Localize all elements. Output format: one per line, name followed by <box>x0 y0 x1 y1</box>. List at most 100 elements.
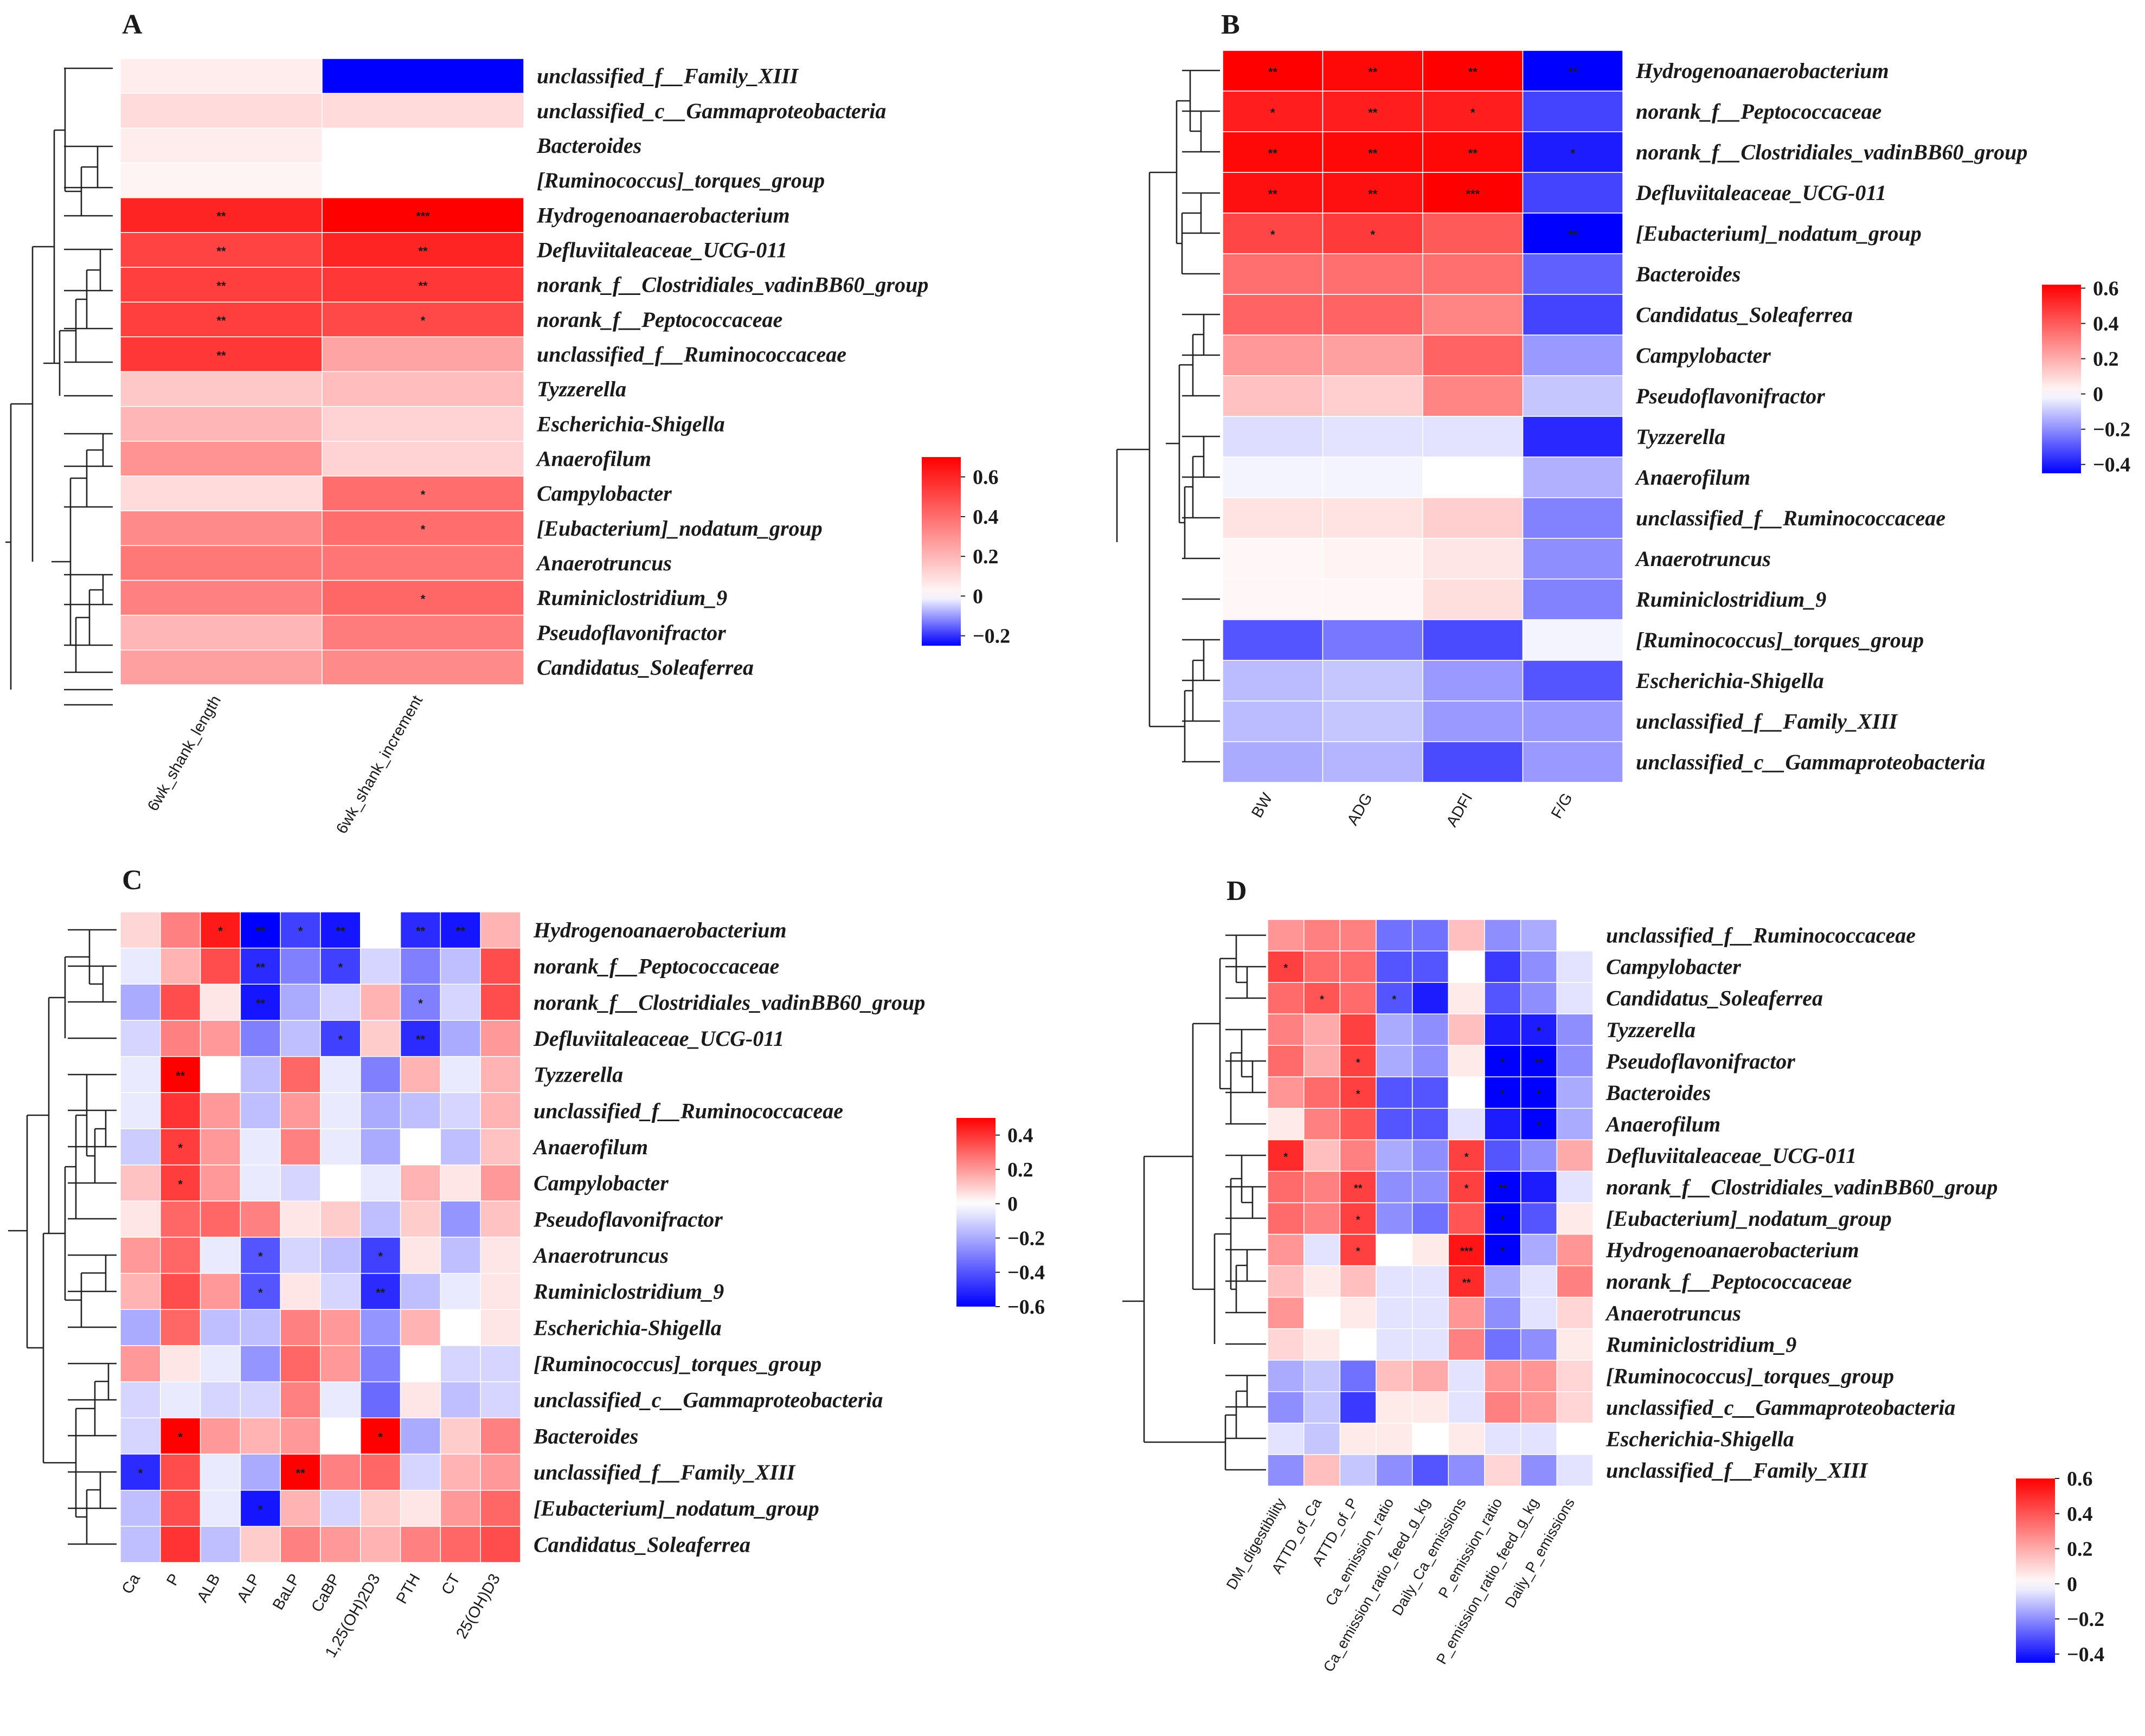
row-label: Candidatus_Soleaferrea <box>1606 986 1823 1011</box>
heatmap-cell <box>1520 1265 1558 1298</box>
heatmap-cell <box>400 1020 441 1057</box>
heatmap-cell <box>320 1454 361 1491</box>
heatmap-cell <box>1556 950 1594 983</box>
heatmap-cell <box>1303 982 1341 1014</box>
significance-mark: * <box>338 1033 343 1046</box>
significance-mark: ** <box>1268 65 1278 79</box>
heatmap-cell <box>160 1056 201 1094</box>
heatmap-cell <box>1376 1108 1413 1141</box>
row-label: Pseudoflavonifractor <box>533 1207 723 1231</box>
heatmap-cell <box>1522 538 1623 580</box>
heatmap-cell <box>480 1345 521 1383</box>
heatmap-cell <box>1448 1202 1485 1235</box>
heatmap-cell <box>120 93 323 129</box>
heatmap-cell <box>1484 919 1521 951</box>
heatmap-cell <box>480 1092 521 1129</box>
significance-mark: * <box>418 997 423 1011</box>
heatmap-cell <box>160 1345 201 1383</box>
heatmap-cell <box>1484 1045 1521 1078</box>
heatmap-cell <box>322 580 524 616</box>
heatmap-cell <box>120 650 323 685</box>
significance-mark: * <box>1356 1214 1360 1226</box>
significance-mark: ** <box>1354 1183 1363 1195</box>
heatmap-cell <box>1556 1045 1594 1078</box>
heatmap-cell <box>1556 1454 1594 1487</box>
row-label: Anaerofilum <box>1604 1112 1720 1136</box>
significance-mark: * <box>178 1178 183 1191</box>
significance-mark: * <box>1371 228 1376 241</box>
heatmap-cell <box>1484 1108 1521 1141</box>
significance-mark: ** <box>1568 228 1578 241</box>
heatmap-cell <box>480 1128 521 1166</box>
heatmap-cell <box>1520 1328 1558 1361</box>
row-label: unclassified_c__Gammaproteobacteria <box>537 99 886 123</box>
heatmap-cell <box>1303 1171 1341 1204</box>
heatmap-cell <box>1376 1076 1413 1109</box>
heatmap-cell <box>1520 1045 1558 1078</box>
significance-mark: ** <box>1368 65 1378 79</box>
heatmap-cell <box>1376 1233 1413 1266</box>
heatmap-cell <box>440 1345 481 1383</box>
heatmap-cell <box>1411 950 1449 983</box>
heatmap-cell <box>1339 1013 1377 1046</box>
heatmap-cell <box>1484 1013 1521 1046</box>
heatmap-cell <box>200 1454 241 1491</box>
column-label: P <box>163 1571 183 1589</box>
heatmap-cell <box>280 1454 321 1491</box>
heatmap-cell <box>1520 982 1558 1014</box>
heatmap-cell <box>322 336 524 372</box>
heatmap-cell <box>480 1526 521 1563</box>
heatmap-cell <box>120 441 323 477</box>
row-label: Campylobacter <box>1606 955 1741 979</box>
heatmap-cell <box>200 1056 241 1094</box>
significance-mark: ** <box>256 997 266 1011</box>
heatmap-cell <box>1522 619 1623 661</box>
heatmap-cell <box>1484 1328 1521 1361</box>
row-label: Candidatus_Soleaferrea <box>1636 303 1853 327</box>
heatmap-cell <box>1411 1108 1449 1141</box>
heatmap-cell <box>120 545 323 581</box>
row-label: Hydrogenoanaerobacterium <box>1605 1238 1859 1262</box>
heatmap-cell <box>1303 1454 1341 1487</box>
heatmap-panel-a: ** ***** **** **** ******unclassified_f__Fam… <box>120 58 1010 837</box>
heatmap-cell <box>120 406 323 442</box>
heatmap-cell <box>320 1417 361 1455</box>
heatmap-cell <box>440 1454 481 1491</box>
heatmap-cell <box>200 1489 241 1527</box>
colorbar-tick-label: −0.4 <box>2067 1643 2104 1666</box>
significance-mark: ** <box>376 1286 386 1300</box>
heatmap-cell <box>320 947 361 985</box>
row-label: unclassified_f__Ruminococcaceae <box>537 342 846 367</box>
row-label: unclassified_f__Family_XIII <box>1636 709 1898 734</box>
heatmap-cell <box>480 1020 521 1057</box>
heatmap-cell <box>1522 660 1623 702</box>
colorbar <box>2042 285 2081 473</box>
heatmap-cell <box>1267 1076 1305 1109</box>
heatmap-cell <box>400 1164 441 1202</box>
column-label: DM_digestibility <box>1223 1495 1289 1592</box>
heatmap-cell <box>1484 982 1521 1014</box>
heatmap-cell <box>360 1272 401 1310</box>
heatmap-cell <box>1322 538 1423 580</box>
heatmap-cell <box>400 1128 441 1166</box>
row-label: Candidatus_Soleaferrea <box>534 1532 750 1557</box>
heatmap-cell <box>1222 253 1324 295</box>
column-label: 6wk_shank_length <box>144 693 224 814</box>
heatmap-cell <box>1222 619 1324 661</box>
row-label: norank_f__Clostridiales_vadinBB60_group <box>537 273 928 297</box>
heatmap-cell <box>160 1272 201 1310</box>
heatmap-cell <box>1222 416 1324 458</box>
significance-mark: * <box>1270 228 1275 241</box>
significance-mark: *** <box>1466 187 1480 201</box>
heatmap-cell <box>1556 982 1594 1014</box>
row-label: Hydrogenoanaerobacterium <box>536 203 790 227</box>
heatmap-cell <box>480 1417 521 1455</box>
heatmap-cell <box>322 197 524 233</box>
heatmap-cell <box>280 1309 321 1346</box>
heatmap-cell <box>240 1128 281 1166</box>
heatmap-cell <box>1411 1171 1449 1204</box>
dendrogram-d <box>1122 934 1266 1471</box>
heatmap-cell <box>1522 700 1623 742</box>
colorbar-tick-label: −0.2 <box>2093 419 2130 441</box>
row-label: Ruminiclostridium_9 <box>1635 587 1826 612</box>
